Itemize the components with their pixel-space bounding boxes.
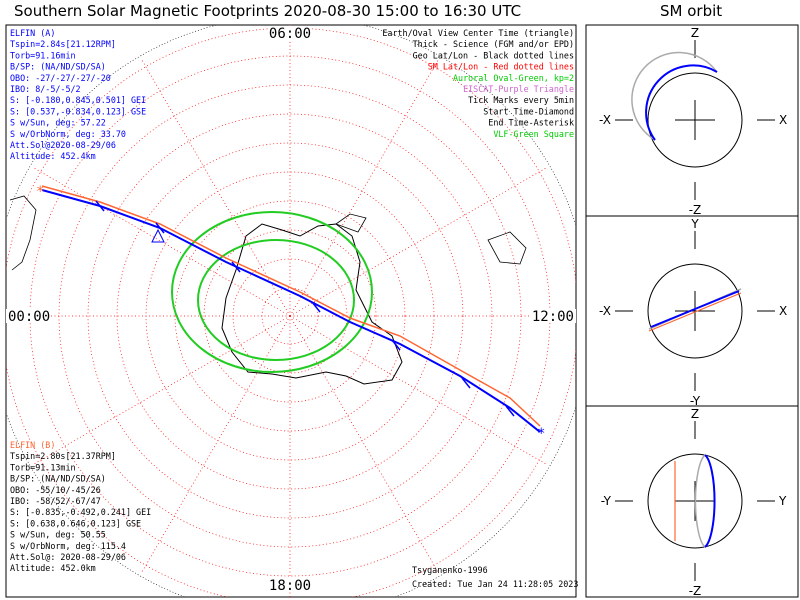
orbit-panel-xy: Y -Y -X X — [599, 217, 787, 408]
elfin-a-line: S w/Sun, deg: 57.22 — [10, 118, 106, 128]
elfin-a-line: Altitude: 452.4km — [10, 151, 96, 161]
created-text: Created: Tue Jan 24 11:28:05 2023 — [412, 579, 578, 589]
elfin-b-line: IBO: -58/52/-67/47 — [10, 496, 101, 506]
earth-circle — [647, 263, 743, 359]
legend-entry: Tick Marks every 5min — [468, 95, 574, 105]
orbit-path-a — [645, 64, 718, 141]
elfin-b-line: S: [0.638,0.646,0.123] GSE — [10, 518, 141, 528]
mlt-label-top: 06:00 — [269, 26, 311, 42]
elfin-b-line: OBO: -55/10/-45/26 — [10, 485, 101, 495]
view-center-triangle — [151, 228, 165, 243]
elfin-b-line: B/SP: (NA/ND/SD/SA) — [10, 474, 106, 484]
legend-entry: Thick - Science (FGM and/or EPD) — [413, 39, 574, 49]
legend-entry: Auroral Oval-Green, kp=2 — [453, 73, 574, 83]
elfin-b-start-asterisk: * — [36, 184, 44, 200]
orbit-path-b — [648, 292, 742, 332]
elfin-a-line: Att.Sol@2020-08-29/06 — [10, 140, 116, 150]
earth-circle — [647, 72, 743, 168]
orbit-axis-right: X — [779, 113, 787, 127]
elfin-a-line: IBO: 8/-5/-5/2 — [10, 84, 81, 94]
orbit-axis-up: Z — [691, 407, 699, 421]
elfin-a-line: Tspin=2.84s[21.12RPM] — [10, 39, 116, 49]
orbit-axis-left: -X — [599, 304, 611, 318]
orbit-axis-up: Y — [690, 217, 699, 231]
legend-entry: Start Time-Diamond — [483, 106, 574, 116]
legend-entry: Geo Lat/Lon - Black dotted lines — [413, 50, 574, 60]
orbit-axis-down: -Z — [689, 584, 702, 598]
elfin-b-line: Tspin=2.80s[21.37RPM] — [10, 451, 116, 461]
orbit-panel-xz: Z -Z -X X — [599, 26, 787, 217]
orbit-axis-right: X — [779, 304, 787, 318]
antarctica-outline — [221, 223, 403, 385]
label-bg-top — [270, 26, 310, 40]
elfin-b-line: Altitude: 452.0km — [10, 563, 96, 573]
orbit-path-a — [704, 454, 716, 548]
orbit-path-a — [650, 290, 740, 328]
elfin-b-line: Att.Sol@: 2020-08-29/06 — [10, 552, 126, 562]
legend-entry: End Time-Asterisk — [488, 118, 574, 128]
credit-text: Tsyganenko-1996 — [412, 565, 488, 575]
orbit-axis-left: -Y — [601, 494, 612, 508]
elfin-a-ticks — [95, 200, 515, 417]
elfin-a-line: ELFIN (A) — [10, 28, 55, 38]
elfin-a-line: S: [0.537,-0.834,0.123] GSE — [10, 106, 146, 116]
orbit-axis-up: Z — [691, 26, 699, 40]
elfin-a-end-asterisk: * — [537, 426, 545, 442]
label-bg-right — [530, 309, 576, 323]
elfin-a-line: Torb=91.16min — [10, 50, 76, 60]
orbit-panel-yz: Z -Z -Y Y — [601, 407, 787, 598]
label-bg-bottom — [268, 578, 312, 592]
legend-entry: SM Lat/Lon - Red dotted lines — [428, 62, 574, 72]
coast-outline-right — [487, 231, 527, 265]
elfin-a-track — [41, 189, 541, 433]
elfin-b-line: S w/Sun, deg: 50.55 — [10, 530, 106, 540]
mlt-label-left: 00:00 — [8, 309, 50, 325]
legend-entry: VLF-Green Square — [493, 129, 574, 139]
orbit-path-gray — [694, 454, 706, 548]
elfin-b-line: S: [-0.835,-0.492,0.241] GEI — [10, 507, 151, 517]
legend-entry: EISCAT-Purple Triangle — [463, 84, 574, 94]
mlt-label-right: 12:00 — [532, 309, 574, 325]
earth-circle — [647, 453, 743, 549]
elfin-b-line: Torb=91.13min — [10, 462, 76, 472]
orbit-axis-left: -X — [599, 113, 611, 127]
orbit-title: SM orbit — [660, 2, 723, 20]
elfin-b-line: ELFIN (B) — [10, 440, 55, 450]
orbit-axis-right: Y — [778, 494, 787, 508]
label-bg-left — [6, 309, 50, 323]
elfin-a-line: B/SP: (NA/ND/SD/SA) — [10, 62, 106, 72]
elfin-a-line: S w/OrbNorm, deg: 33.70 — [10, 129, 126, 139]
page-title: Southern Solar Magnetic Footprints 2020-… — [14, 2, 522, 20]
coast-outline-left — [9, 195, 37, 271]
orbit-path-gray — [631, 51, 718, 141]
elfin-b-line: S w/OrbNorm, deg: 115.4 — [10, 541, 126, 551]
elfin-a-info: ELFIN (A)Tspin=2.84s[21.12RPM]Torb=91.16… — [10, 28, 146, 161]
orbit-panels-frame — [585, 24, 799, 598]
auroral-oval-outer — [171, 211, 373, 373]
orbit-axis-down: -Z — [689, 203, 702, 217]
legend-entry: Earth/Oval View Center Time (triangle) — [382, 28, 574, 38]
legend: Earth/Oval View Center Time (triangle)Th… — [382, 28, 574, 139]
elfin-a-line: S: [-0.180,0.845,0.501] GEI — [10, 95, 146, 105]
elfin-b-track — [41, 185, 541, 427]
mlt-label-bottom: 18:00 — [269, 578, 311, 594]
orbit-axis-down: -Y — [690, 394, 701, 408]
elfin-b-info: ELFIN (B)Tspin=2.80s[21.37RPM]Torb=91.13… — [10, 440, 151, 573]
auroral-oval-inner — [197, 239, 355, 361]
peninsula-outline — [335, 213, 367, 233]
elfin-a-line: OBO: -27/-27/-27/-20 — [10, 73, 111, 83]
